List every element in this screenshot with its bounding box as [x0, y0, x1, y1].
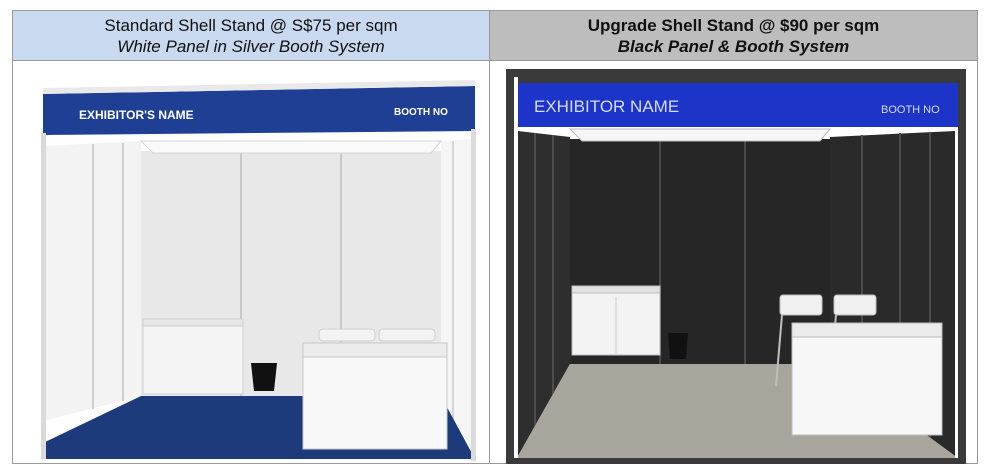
fascia-booth-no: BOOTH NO	[881, 104, 940, 116]
wastebin	[251, 363, 277, 391]
fascia-exhibitor-name: EXHIBITOR'S NAME	[79, 108, 194, 122]
standard-booth-header: Standard Shell Stand @ S$75 per sqm Whit…	[13, 11, 489, 61]
standard-booth-illustration: EXHIBITOR'S NAME BOOTH NO	[41, 80, 476, 461]
left-side-wall	[518, 131, 570, 456]
wastebin	[668, 333, 688, 359]
upgrade-booth-header: Upgrade Shell Stand @ $90 per sqm Black …	[490, 11, 977, 61]
upgrade-booth-title: Upgrade Shell Stand @ $90 per sqm	[587, 15, 880, 35]
standard-booth-subtitle: White Panel in Silver Booth System	[117, 36, 385, 56]
booth-comparison-table: Standard Shell Stand @ S$75 per sqm Whit…	[12, 10, 978, 466]
standard-booth-column: Standard Shell Stand @ S$75 per sqm Whit…	[13, 11, 490, 463]
fascia-board	[518, 83, 958, 127]
fascia-board	[43, 86, 475, 135]
upgrade-booth-column: Upgrade Shell Stand @ $90 per sqm Black …	[490, 11, 977, 466]
reception-counter	[302, 342, 448, 450]
upgrade-booth-subtitle: Black Panel & Booth System	[617, 36, 850, 56]
cabinet	[142, 323, 244, 395]
standard-booth-title: Standard Shell Stand @ S$75 per sqm	[104, 15, 398, 35]
upgrade-booth-image: EXHIBITOR NAME BOOTH NO	[490, 61, 977, 466]
fascia-booth-no: BOOTH NO	[394, 107, 448, 118]
standard-booth-image: EXHIBITOR'S NAME BOOTH NO	[13, 61, 489, 463]
right-side-wall	[441, 139, 475, 456]
upgrade-booth-illustration: EXHIBITOR NAME BOOTH NO	[506, 69, 966, 466]
fascia-exhibitor-name: EXHIBITOR NAME	[534, 97, 679, 116]
reception-counter	[791, 322, 943, 436]
